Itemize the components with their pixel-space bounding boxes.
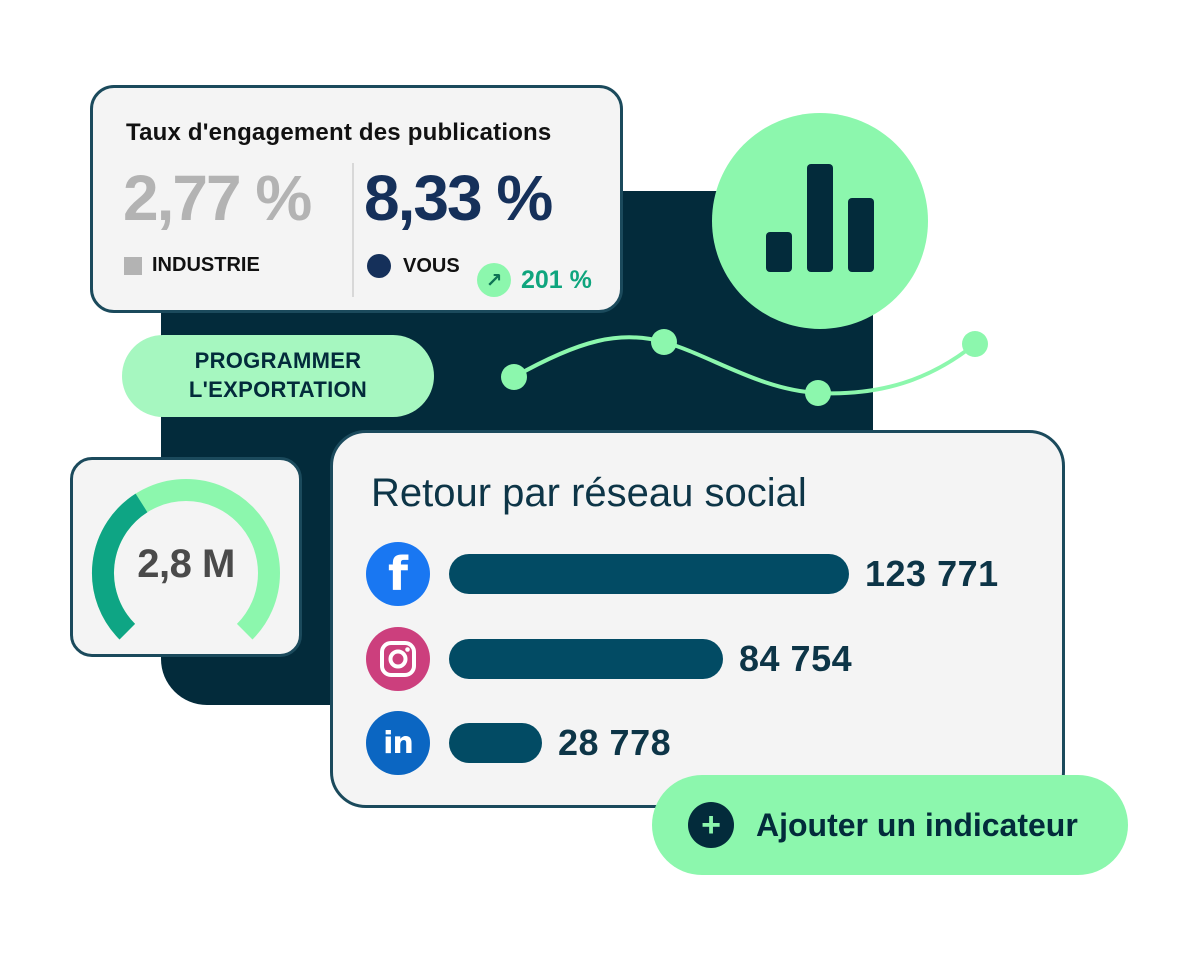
schedule-export-button[interactable]: PROGRAMMER L'EXPORTATION (122, 335, 434, 417)
instagram-icon (366, 627, 430, 691)
your-label: VOUS (403, 254, 460, 277)
social-value: 84 754 (739, 638, 853, 679)
social-row-facebook: f 123 771 (366, 541, 999, 607)
social-bar (449, 723, 542, 763)
social-return-title: Retour par réseau social (371, 471, 807, 515)
social-value: 123 771 (865, 553, 999, 594)
arrow-up-right-icon: ↗ (477, 263, 511, 297)
bar-chart-icon (712, 113, 928, 329)
engagement-change-value: 201 % (521, 265, 592, 294)
your-engagement-value: 8,33 % (364, 162, 553, 234)
social-value: 28 778 (558, 722, 672, 763)
gauge-fill (91, 493, 148, 640)
industry-label: INDUSTRIE (152, 254, 260, 276)
add-metric-label: Ajouter un indicateur (756, 806, 1078, 843)
engagement-title: Taux d'engagement des publications (126, 119, 552, 146)
gauge-value: 2,8 M (137, 542, 235, 586)
plus-icon: + (688, 802, 734, 848)
trend-point (962, 331, 988, 357)
add-metric-button[interactable]: + Ajouter un indicateur (652, 775, 1128, 875)
industry-legend: INDUSTRIE (124, 254, 260, 277)
bar-chart-icon-bar (848, 198, 874, 272)
social-bar (449, 554, 849, 594)
engagement-rate-card: Taux d'engagement des publications 2,77 … (90, 85, 623, 313)
facebook-icon: f (366, 542, 430, 606)
export-label-line1: PROGRAMMER (194, 348, 362, 374)
linkedin-icon: in (366, 711, 430, 775)
you-dot-icon (367, 254, 391, 278)
industry-square-icon (124, 256, 142, 275)
bar-chart-icon-bar (807, 164, 833, 272)
export-label-line2: L'EXPORTATION (188, 377, 368, 402)
gauge-chart (91, 479, 280, 640)
industry-engagement-value: 2,77 % (123, 162, 312, 234)
social-return-card: Retour par réseau social f 123 771 84 75… (330, 430, 1065, 808)
bar-chart-icon-bar (766, 232, 792, 272)
social-row-instagram: 84 754 (366, 626, 852, 692)
divider (352, 163, 354, 297)
your-legend: VOUS (367, 254, 460, 278)
reach-gauge-card: 2,8 M (70, 457, 302, 657)
social-row-linkedin: in 28 778 (366, 710, 671, 776)
social-bar (449, 639, 723, 679)
engagement-change-badge: ↗ 201 % (477, 263, 592, 297)
